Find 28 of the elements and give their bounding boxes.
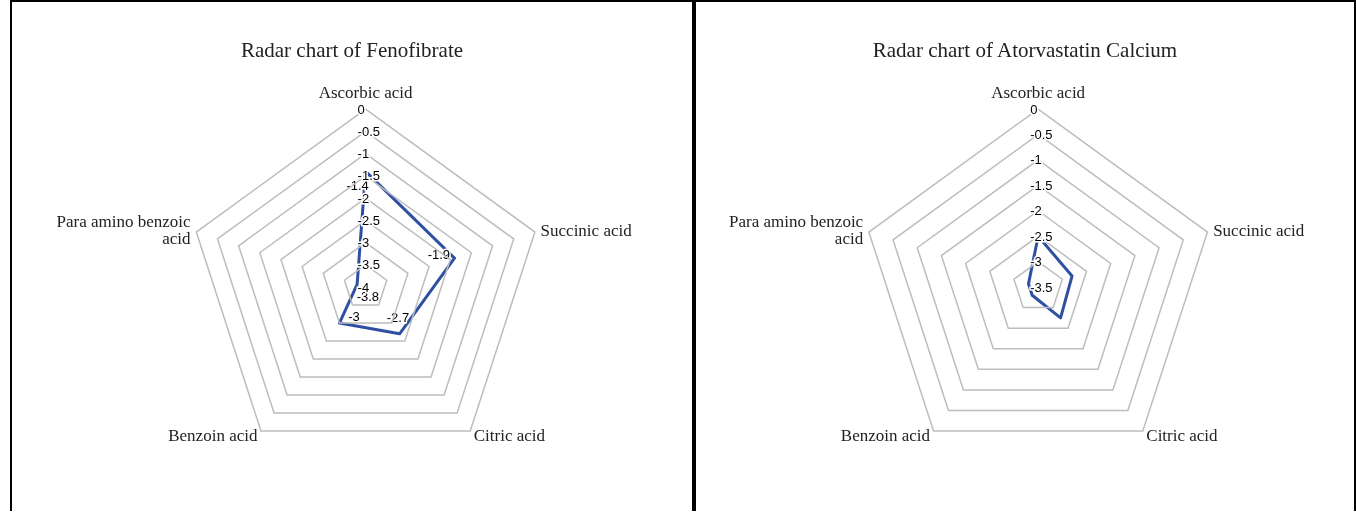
y-tick-label: -1 xyxy=(1030,152,1042,168)
y-tick-label: -3.5 xyxy=(1030,279,1053,295)
y-tick-label: -3 xyxy=(1030,254,1042,270)
spoke-label: Para amino benzoic acid xyxy=(729,212,864,249)
spoke-label: Ascorbic acid xyxy=(318,83,414,103)
spoke-label: Benzoin acid xyxy=(168,426,258,446)
chart-title: Radar chart of Fenofibrate xyxy=(240,37,464,62)
y-tick-label: -2.5 xyxy=(357,212,381,228)
spoke-label: Succinic acid xyxy=(540,220,633,240)
spoke-label: Ascorbic acid xyxy=(991,83,1086,103)
spoke-label: Succinic acid xyxy=(1213,220,1305,240)
y-tick-label: 0 xyxy=(1030,101,1038,117)
chart-title: Radar chart of Atorvastatin Calcium xyxy=(872,37,1178,62)
y-tick-label: -2 xyxy=(1030,203,1042,219)
data-label: -2.7 xyxy=(386,310,410,326)
y-tick-label: -1.5 xyxy=(1030,177,1053,193)
spoke-label: Para amino benzoic acid xyxy=(56,212,192,249)
y-tick-label: -3 xyxy=(357,235,370,251)
y-tick-label: -1 xyxy=(357,146,370,162)
y-tick-label: 0 xyxy=(357,101,365,117)
spoke-label: Citric acid xyxy=(1146,426,1219,446)
spoke-label: Citric acid xyxy=(473,426,546,446)
y-tick-label: -2.5 xyxy=(1030,228,1053,244)
y-tick-label: -0.5 xyxy=(357,123,381,139)
y-tick-label: -2 xyxy=(357,190,370,206)
data-label: -1.9 xyxy=(427,247,451,263)
y-tick-label: -0.5 xyxy=(1030,126,1053,142)
spoke-label: Benzoin acid xyxy=(840,426,931,446)
